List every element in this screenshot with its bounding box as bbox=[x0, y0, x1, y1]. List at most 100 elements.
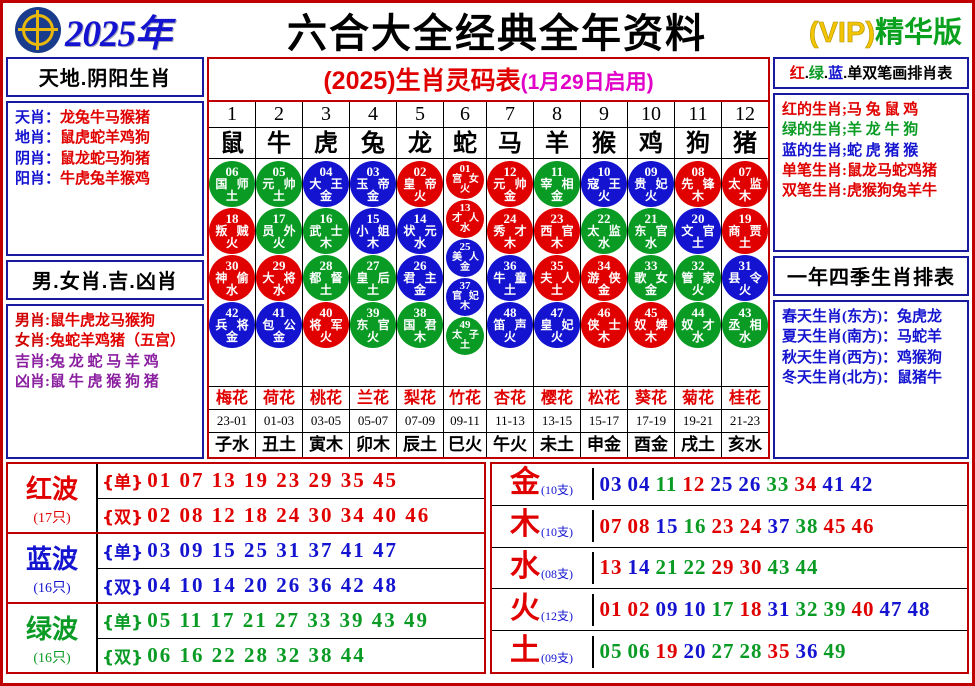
number-ball[interactable]: 26 君 主金 bbox=[397, 255, 443, 301]
ball-title: 元 帅 bbox=[262, 177, 299, 191]
zodiac-column: 5 龙 02 皇 帝火 14 状 元水 26 君 主金 38 国 君木梨花 07-09 辰土 bbox=[397, 102, 444, 457]
number-ball[interactable]: 06 国 师土 bbox=[209, 161, 255, 207]
number-ball[interactable]: 45 奴 婢木 bbox=[628, 302, 674, 348]
vip-prefix: (VIP) bbox=[808, 17, 876, 50]
zodiac-index: 10 bbox=[628, 102, 674, 128]
number-ball[interactable]: 10 寇 王火 bbox=[581, 161, 627, 207]
number-ball[interactable]: 19 商 贾土 bbox=[722, 208, 768, 254]
tiandi-row: 地肖：鼠虎蛇羊鸡狗 bbox=[12, 128, 198, 148]
number-ball[interactable]: 12 元 帅金 bbox=[487, 161, 533, 207]
wave-numbers: 01 07 13 19 23 29 35 45 bbox=[147, 468, 398, 493]
ball-element: 水 bbox=[597, 236, 610, 250]
number-ball[interactable]: 39 东 官火 bbox=[350, 302, 396, 348]
number-ball[interactable]: 46 侠 士木 bbox=[581, 302, 627, 348]
ball-element: 水 bbox=[460, 223, 470, 234]
zodiac-index: 4 bbox=[350, 102, 396, 128]
element-number: 24 bbox=[739, 513, 763, 538]
number-ball[interactable]: 04 大 王金 bbox=[303, 161, 349, 207]
number-ball[interactable]: 16 武 士木 bbox=[303, 208, 349, 254]
ball-number: 28 bbox=[319, 258, 333, 273]
number-ball[interactable]: 25 美 人金 bbox=[446, 239, 484, 277]
panel-nanv-body: 男肖:鼠牛虎龙马猴狗 女肖:兔蛇羊鸡猪（五宫） 吉肖:兔 龙 蛇 马 羊 鸡凶肖:鼠… bbox=[6, 304, 204, 459]
element-number: 36 bbox=[795, 639, 819, 664]
number-ball[interactable]: 30 神 偷水 bbox=[209, 255, 255, 301]
number-ball[interactable]: 09 贵 妃火 bbox=[628, 161, 674, 207]
number-ball[interactable]: 15 小 姐木 bbox=[350, 208, 396, 254]
zodiac-index: 12 bbox=[722, 102, 768, 128]
ball-element: 金 bbox=[460, 262, 470, 273]
number-ball[interactable]: 41 包 公金 bbox=[256, 302, 302, 348]
number-ball[interactable]: 20 文 官土 bbox=[675, 208, 721, 254]
zodiac-stem: 午火 bbox=[493, 435, 527, 455]
element-numbers: 01 02 09 10 17 18 31 32 39 40 47 48 bbox=[594, 597, 968, 622]
number-ball[interactable]: 01 宫 女火 bbox=[446, 161, 484, 199]
number-ball[interactable]: 18 叛 贼火 bbox=[209, 208, 255, 254]
number-ball[interactable]: 11 宰 相金 bbox=[534, 161, 580, 207]
number-ball[interactable]: 13 才 人水 bbox=[446, 200, 484, 238]
number-ball[interactable]: 36 牛 童土 bbox=[487, 255, 533, 301]
wave-count: (16只) bbox=[33, 651, 71, 666]
number-ball[interactable]: 35 夫 人土 bbox=[534, 255, 580, 301]
number-ball[interactable]: 28 都 督土 bbox=[303, 255, 349, 301]
number-ball[interactable]: 29 大 将水 bbox=[256, 255, 302, 301]
zodiac-index: 3 bbox=[303, 102, 349, 128]
ball-element: 火 bbox=[272, 236, 285, 250]
ball-number: 41 bbox=[272, 305, 286, 320]
number-ball[interactable]: 21 东 官水 bbox=[628, 208, 674, 254]
zodiac-flower: 菊花 bbox=[675, 387, 721, 410]
ball-number: 10 bbox=[597, 164, 611, 179]
ball-number: 38 bbox=[413, 305, 427, 320]
number-ball[interactable]: 14 状 元水 bbox=[397, 208, 443, 254]
panel-bihua-body: 红的生肖;马 兔 鼠 鸡绿的生肖;羊 龙 牛 狗蓝的生肖;蛇 虎 猪 猴单笔生肖… bbox=[773, 93, 969, 252]
bihua-row-value: 虎猴狗兔羊牛 bbox=[847, 183, 938, 199]
panel-nanv-title: 男.女肖.吉.凶肖 bbox=[6, 260, 204, 300]
number-ball[interactable]: 43 丞 相水 bbox=[722, 302, 768, 348]
number-ball[interactable]: 27 皇 后土 bbox=[350, 255, 396, 301]
ball-number: 40 bbox=[319, 305, 333, 320]
wave-count: (16只) bbox=[33, 581, 71, 596]
number-ball[interactable]: 40 将 军火 bbox=[303, 302, 349, 348]
element-number: 26 bbox=[738, 471, 762, 496]
wave-numbers: 05 11 17 21 27 33 39 43 49 bbox=[147, 608, 430, 633]
nanv-row-label: 吉肖: bbox=[15, 353, 50, 370]
ball-element: 土 bbox=[738, 236, 751, 250]
ball-title: 皇 妃 bbox=[540, 318, 577, 332]
number-ball[interactable]: 02 皇 帝火 bbox=[397, 161, 443, 207]
number-ball[interactable]: 03 玉 帝金 bbox=[350, 161, 396, 207]
zodiac-hours: 17-19 bbox=[628, 410, 674, 433]
number-ball[interactable]: 49 太 子土 bbox=[446, 317, 484, 355]
number-ball[interactable]: 32 管 家火 bbox=[675, 255, 721, 301]
bihua-row: 单笔生肖:鼠龙马蛇鸡猪 bbox=[779, 161, 963, 181]
ball-number: 09 bbox=[644, 164, 658, 179]
number-ball[interactable]: 33 歌 女金 bbox=[628, 255, 674, 301]
ball-element: 金 bbox=[644, 283, 657, 297]
number-ball[interactable]: 42 兵 将金 bbox=[209, 302, 255, 348]
number-ball[interactable]: 08 先 锋木 bbox=[675, 161, 721, 207]
ball-element: 水 bbox=[644, 236, 657, 250]
number-ball[interactable]: 24 秀 才木 bbox=[487, 208, 533, 254]
number-ball[interactable]: 05 元 帅土 bbox=[256, 161, 302, 207]
ball-element: 火 bbox=[460, 184, 470, 195]
number-ball[interactable]: 31 县 令火 bbox=[722, 255, 768, 301]
number-ball[interactable]: 34 游 侠金 bbox=[581, 255, 627, 301]
number-ball[interactable]: 48 笛 声火 bbox=[487, 302, 533, 348]
number-ball[interactable]: 47 皇 妃火 bbox=[534, 302, 580, 348]
number-ball[interactable]: 38 国 君木 bbox=[397, 302, 443, 348]
number-ball[interactable]: 17 员 外火 bbox=[256, 208, 302, 254]
number-ball[interactable]: 37 官 妃木 bbox=[446, 278, 484, 316]
bihua-row-label: 绿的生肖; bbox=[782, 122, 847, 139]
number-ball[interactable]: 07 太 监木 bbox=[722, 161, 768, 207]
bihua-row: 双笔生肖:虎猴狗兔羊牛 bbox=[779, 181, 963, 201]
ball-element: 木 bbox=[597, 330, 610, 344]
number-ball[interactable]: 23 西 官木 bbox=[534, 208, 580, 254]
zodiac-name: 蛇 bbox=[444, 128, 486, 159]
nanv-rows: 男肖:鼠牛虎龙马猴狗 女肖:兔蛇羊鸡猪（五宫） 吉肖:兔 龙 蛇 马 羊 鸡凶肖:鼠… bbox=[8, 306, 202, 397]
year-label: 2025年 bbox=[65, 14, 172, 55]
ball-element: 火 bbox=[225, 236, 238, 250]
season-row: 冬天生肖(北方)：鼠猪牛 bbox=[779, 368, 963, 388]
number-ball[interactable]: 22 太 监水 bbox=[581, 208, 627, 254]
number-ball[interactable]: 44 奴 才水 bbox=[675, 302, 721, 348]
zodiac-hours: 03-05 bbox=[303, 410, 349, 433]
element-row: 火 (12支) 01 02 09 10 17 18 31 32 39 40 47 48 bbox=[491, 589, 968, 632]
wave-parity-tag: {单} bbox=[102, 613, 144, 634]
